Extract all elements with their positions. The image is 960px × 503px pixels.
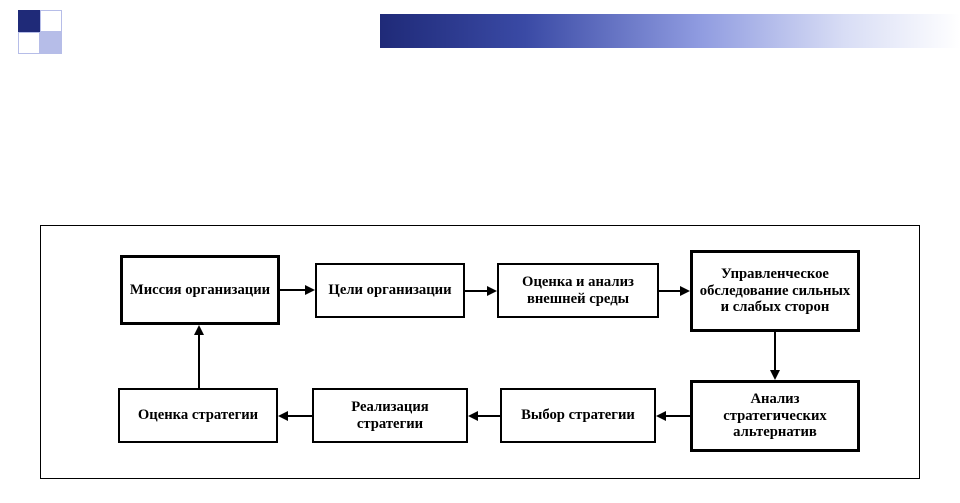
flow-arrow: [187, 313, 211, 400]
header-gradient: [380, 14, 960, 48]
corner-square-2: [40, 10, 62, 32]
flow-node-label: Оценка стратегии: [138, 407, 258, 424]
flow-arrow: [644, 404, 702, 428]
corner-square-3: [18, 32, 40, 54]
flow-node-label: Миссия организации: [130, 282, 270, 299]
flow-node-choice: Выбор стратегии: [500, 388, 656, 443]
flow-arrow: [763, 320, 787, 392]
flow-arrow: [266, 404, 324, 428]
corner-square-1: [18, 10, 40, 32]
corner-squares: [18, 10, 64, 56]
flow-node-label: Управленческое обследование сильных и сл…: [699, 266, 851, 317]
flow-node-label: Оценка и анализ внешней среды: [505, 274, 651, 308]
flow-node-implement: Реализация стратегии: [312, 388, 468, 443]
flow-node-goals: Цели организации: [315, 263, 465, 318]
flow-node-label: Цели организации: [328, 282, 451, 299]
flow-arrow: [453, 279, 509, 303]
flow-node-label: Анализ стратегических альтернатив: [699, 391, 851, 442]
flow-arrow: [268, 278, 327, 302]
flow-node-label: Выбор стратегии: [521, 407, 635, 424]
corner-square-4: [40, 32, 62, 54]
flow-node-external: Оценка и анализ внешней среды: [497, 263, 659, 318]
flow-arrow: [647, 279, 702, 303]
flow-arrow: [456, 404, 512, 428]
flow-node-label: Реализация стратегии: [320, 399, 460, 433]
